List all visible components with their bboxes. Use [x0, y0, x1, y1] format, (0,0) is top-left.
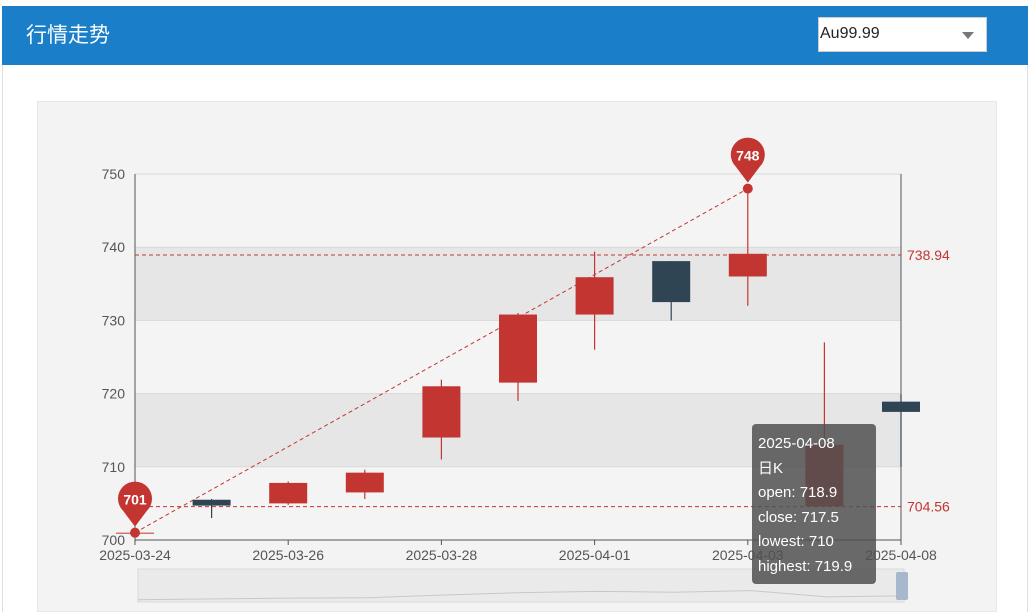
- candle-body: [345, 472, 384, 493]
- data-zoom-handle: [896, 572, 908, 600]
- chevron-down-icon[interactable]: [962, 32, 974, 39]
- y-tick-label: 700: [102, 532, 126, 548]
- mark-point-connector: [134, 188, 749, 534]
- y-tick-label: 750: [102, 166, 126, 182]
- tooltip-highest: highest: 719.9: [758, 557, 853, 575]
- candle-body: [575, 277, 614, 315]
- tooltip-open: open: 718.9: [758, 484, 838, 501]
- tooltip-close: close: 717.5: [758, 508, 839, 526]
- split-area-band: [135, 174, 901, 248]
- app-frame: [2, 6, 1028, 612]
- split-area-band: [135, 247, 901, 321]
- mark-point-dot: [742, 183, 753, 194]
- mark-line-label: 704.56: [907, 499, 950, 515]
- tooltip-lowest: lowest: 710: [758, 533, 834, 550]
- page-title: 行情走势: [26, 23, 110, 47]
- tooltip-series: 日K: [758, 459, 784, 477]
- candle-body: [192, 499, 231, 506]
- mark-point-pin: [730, 137, 765, 183]
- y-tick-label: 710: [102, 459, 126, 475]
- candle-body: [652, 261, 691, 303]
- y-tick-label: 740: [102, 239, 126, 255]
- y-tick-label: 720: [102, 386, 126, 402]
- tooltip-date: 2025-04-08: [758, 435, 835, 452]
- symbol-select-value: Au99.99: [820, 25, 880, 42]
- chart-tooltip: 2025-04-08 日K open: 718.9 close: 717.5 l…: [752, 424, 876, 584]
- mark-point-label: 701: [123, 492, 147, 508]
- candle-body: [882, 401, 920, 412]
- candle-body: [499, 314, 537, 383]
- mark-point-dot: [130, 527, 140, 538]
- chart-panel: 700 710 720 730 740 750 2025-03-24 2025-03-26 20…: [37, 101, 997, 612]
- data-zoom-preview-line: [137, 590, 905, 601]
- mark-point-label: 748: [736, 148, 760, 164]
- header-bar: 行情走势 Au99.99: [2, 6, 1028, 65]
- symbol-select[interactable]: Au99.99: [818, 17, 987, 52]
- candlestick-chart: 700 710 720 730 740 750 2025-03-24 2025-03-26 20…: [99, 137, 950, 603]
- candle-body: [728, 253, 767, 277]
- mark-point-pin: [117, 481, 152, 527]
- y-tick-label: 730: [102, 312, 126, 328]
- mark-line-label: 738.94: [907, 247, 950, 263]
- x-tick-label: 2025-03-28: [406, 547, 478, 563]
- x-tick-label: 2025-04-08: [865, 547, 937, 563]
- x-tick-label: 2025-04-01: [559, 547, 631, 563]
- candle-body: [269, 482, 308, 504]
- candle-body: [422, 386, 461, 438]
- x-tick-label: 2025-03-24: [99, 547, 171, 563]
- x-tick-label: 2025-03-26: [252, 547, 324, 563]
